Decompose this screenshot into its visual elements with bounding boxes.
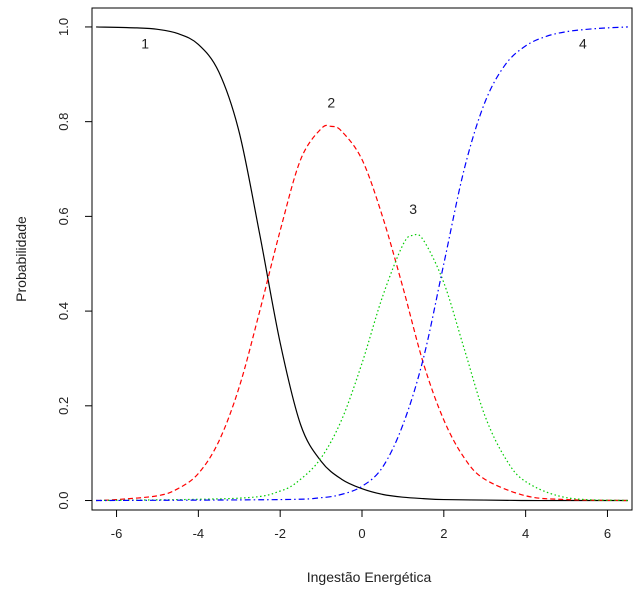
curve-label-1: 1 bbox=[141, 35, 149, 51]
x-axis-label: Ingestão Energética bbox=[307, 569, 432, 585]
curve-label-4: 4 bbox=[579, 35, 587, 51]
y-tick-label: 0.2 bbox=[56, 397, 71, 415]
series-line-4 bbox=[96, 26, 628, 502]
curve-label-2: 2 bbox=[327, 94, 335, 110]
series-line-2 bbox=[96, 124, 628, 502]
x-tick-label: 4 bbox=[522, 526, 529, 541]
x-tick-label: 6 bbox=[604, 526, 611, 541]
y-tick-label: 0.0 bbox=[56, 491, 71, 509]
x-tick-label: 2 bbox=[440, 526, 447, 541]
axes: -6 -4 -2 0 2 4 6 0.0 0.2 0.4 0.6 0.8 1.0 bbox=[56, 7, 633, 541]
curve-label-3: 3 bbox=[409, 201, 417, 217]
x-tick-label: -2 bbox=[274, 526, 286, 541]
series-line-3 bbox=[96, 233, 628, 502]
series-line-1 bbox=[96, 26, 628, 502]
x-tick-label: 0 bbox=[358, 526, 365, 541]
x-tick-label: -6 bbox=[111, 526, 123, 541]
series-group bbox=[96, 26, 628, 502]
y-tick-label: 0.8 bbox=[56, 113, 71, 131]
x-tick-label: -4 bbox=[193, 526, 205, 541]
y-axis-label: Probabilidade bbox=[13, 216, 29, 302]
plot-frame bbox=[91, 7, 633, 511]
y-tick-label: 1.0 bbox=[56, 18, 71, 36]
y-tick-label: 0.6 bbox=[56, 207, 71, 225]
y-tick-label: 0.4 bbox=[56, 302, 71, 320]
curve-labels: 1 2 3 4 bbox=[141, 35, 587, 217]
